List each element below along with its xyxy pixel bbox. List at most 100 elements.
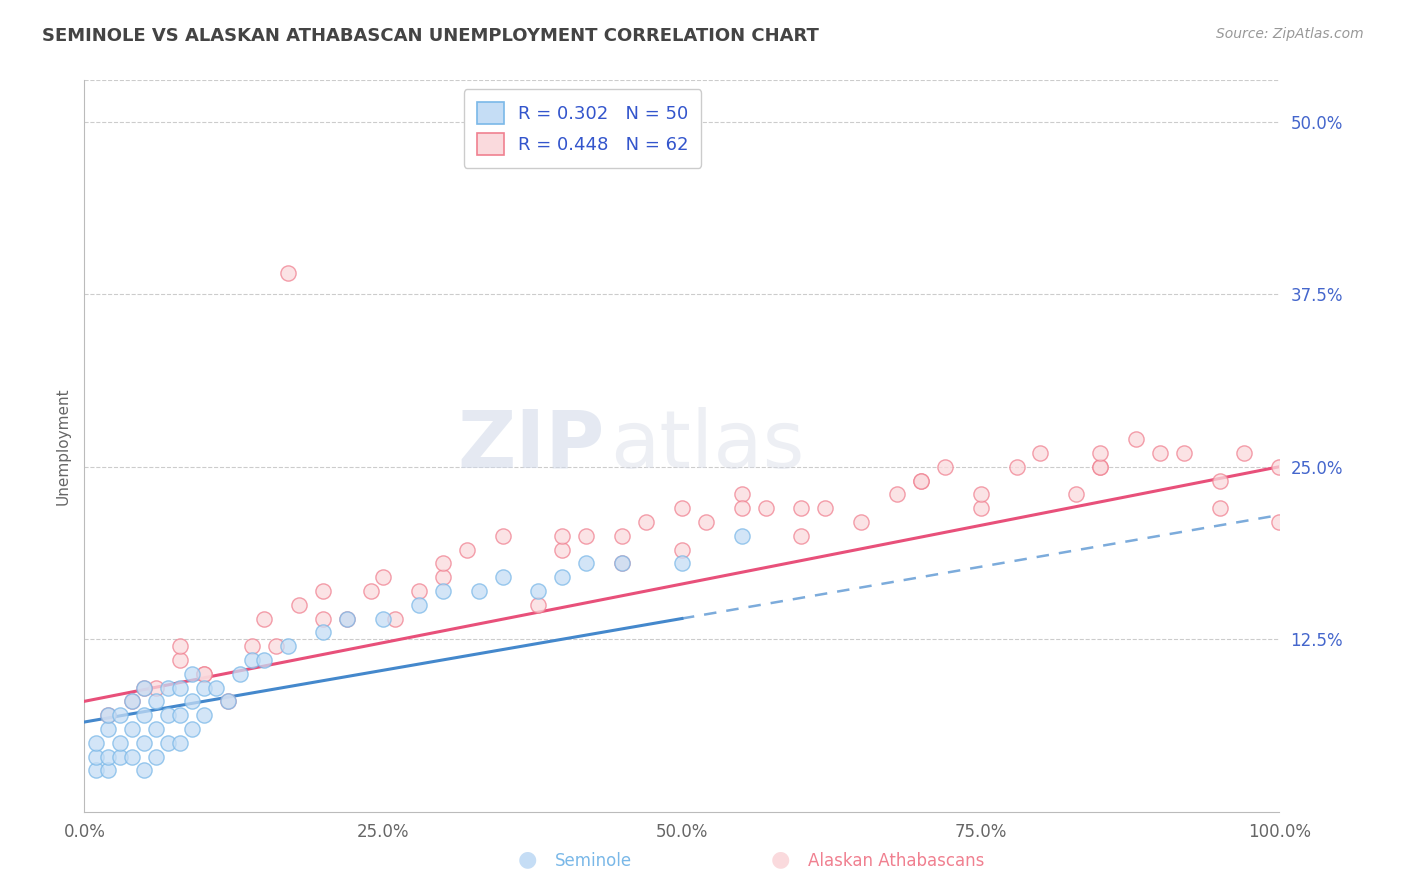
Text: ZIP: ZIP bbox=[457, 407, 605, 485]
Point bbox=[181, 722, 204, 736]
Point bbox=[145, 681, 167, 695]
Point bbox=[575, 529, 598, 543]
Point bbox=[1005, 459, 1028, 474]
Point bbox=[575, 557, 598, 571]
Point bbox=[157, 736, 180, 750]
Point bbox=[169, 736, 191, 750]
Point bbox=[934, 459, 956, 474]
Point bbox=[312, 611, 335, 625]
Point bbox=[886, 487, 908, 501]
Point bbox=[1209, 501, 1232, 516]
Point bbox=[121, 694, 143, 708]
Point bbox=[169, 681, 191, 695]
Point bbox=[312, 583, 335, 598]
Point bbox=[432, 583, 454, 598]
Point bbox=[336, 611, 359, 625]
Point bbox=[110, 736, 132, 750]
Point bbox=[169, 639, 191, 653]
Point bbox=[253, 653, 276, 667]
Point bbox=[86, 764, 108, 778]
Point bbox=[432, 557, 454, 571]
Point bbox=[217, 694, 239, 708]
Point bbox=[1090, 459, 1112, 474]
Point bbox=[695, 515, 717, 529]
Point bbox=[1173, 446, 1195, 460]
Point bbox=[1125, 432, 1147, 446]
Point bbox=[456, 542, 478, 557]
Point bbox=[110, 708, 132, 723]
Point bbox=[1149, 446, 1171, 460]
Point bbox=[132, 681, 156, 695]
Point bbox=[217, 694, 239, 708]
Text: Alaskan Athabascans: Alaskan Athabascans bbox=[808, 852, 984, 870]
Point bbox=[790, 529, 813, 543]
Point bbox=[277, 267, 299, 281]
Point bbox=[1268, 515, 1291, 529]
Point bbox=[193, 681, 215, 695]
Point bbox=[527, 583, 550, 598]
Point bbox=[288, 598, 311, 612]
Point bbox=[97, 708, 120, 723]
Text: Source: ZipAtlas.com: Source: ZipAtlas.com bbox=[1216, 27, 1364, 41]
Point bbox=[145, 749, 167, 764]
Point bbox=[1066, 487, 1088, 501]
Point bbox=[551, 570, 574, 584]
Point bbox=[910, 474, 932, 488]
Point bbox=[1268, 459, 1291, 474]
Point bbox=[205, 681, 228, 695]
Point bbox=[1090, 459, 1112, 474]
Point bbox=[408, 583, 430, 598]
Point bbox=[492, 570, 515, 584]
Point bbox=[145, 722, 167, 736]
Point bbox=[132, 681, 156, 695]
Point bbox=[731, 529, 754, 543]
Point bbox=[360, 583, 382, 598]
Point bbox=[1090, 446, 1112, 460]
Point bbox=[612, 557, 634, 571]
Point bbox=[755, 501, 778, 516]
Point bbox=[551, 529, 574, 543]
Point bbox=[468, 583, 491, 598]
Point bbox=[97, 764, 120, 778]
Text: ●: ● bbox=[770, 850, 790, 870]
Point bbox=[253, 611, 276, 625]
Point bbox=[731, 501, 754, 516]
Point bbox=[97, 749, 120, 764]
Point bbox=[145, 694, 167, 708]
Text: SEMINOLE VS ALASKAN ATHABASCAN UNEMPLOYMENT CORRELATION CHART: SEMINOLE VS ALASKAN ATHABASCAN UNEMPLOYM… bbox=[42, 27, 820, 45]
Point bbox=[240, 639, 263, 653]
Legend: R = 0.302   N = 50, R = 0.448   N = 62: R = 0.302 N = 50, R = 0.448 N = 62 bbox=[464, 89, 702, 168]
Point bbox=[1209, 474, 1232, 488]
Point bbox=[110, 749, 132, 764]
Point bbox=[157, 681, 180, 695]
Point bbox=[527, 598, 550, 612]
Point bbox=[373, 570, 395, 584]
Point bbox=[193, 708, 215, 723]
Point bbox=[132, 736, 156, 750]
Point bbox=[612, 529, 634, 543]
Point bbox=[970, 487, 993, 501]
Point bbox=[384, 611, 406, 625]
Point bbox=[277, 639, 299, 653]
Point bbox=[229, 666, 252, 681]
Point bbox=[97, 722, 120, 736]
Point bbox=[671, 542, 693, 557]
Point bbox=[240, 653, 263, 667]
Point bbox=[97, 708, 120, 723]
Point bbox=[181, 666, 204, 681]
Point bbox=[731, 487, 754, 501]
Point bbox=[671, 501, 693, 516]
Point bbox=[671, 557, 693, 571]
Point bbox=[910, 474, 932, 488]
Point bbox=[432, 570, 454, 584]
Text: Seminole: Seminole bbox=[555, 852, 633, 870]
Point bbox=[1233, 446, 1256, 460]
Point bbox=[312, 625, 335, 640]
Point bbox=[86, 749, 108, 764]
Point bbox=[814, 501, 837, 516]
Point bbox=[551, 542, 574, 557]
Point bbox=[373, 611, 395, 625]
Point bbox=[264, 639, 287, 653]
Point bbox=[86, 736, 108, 750]
Point bbox=[193, 666, 215, 681]
